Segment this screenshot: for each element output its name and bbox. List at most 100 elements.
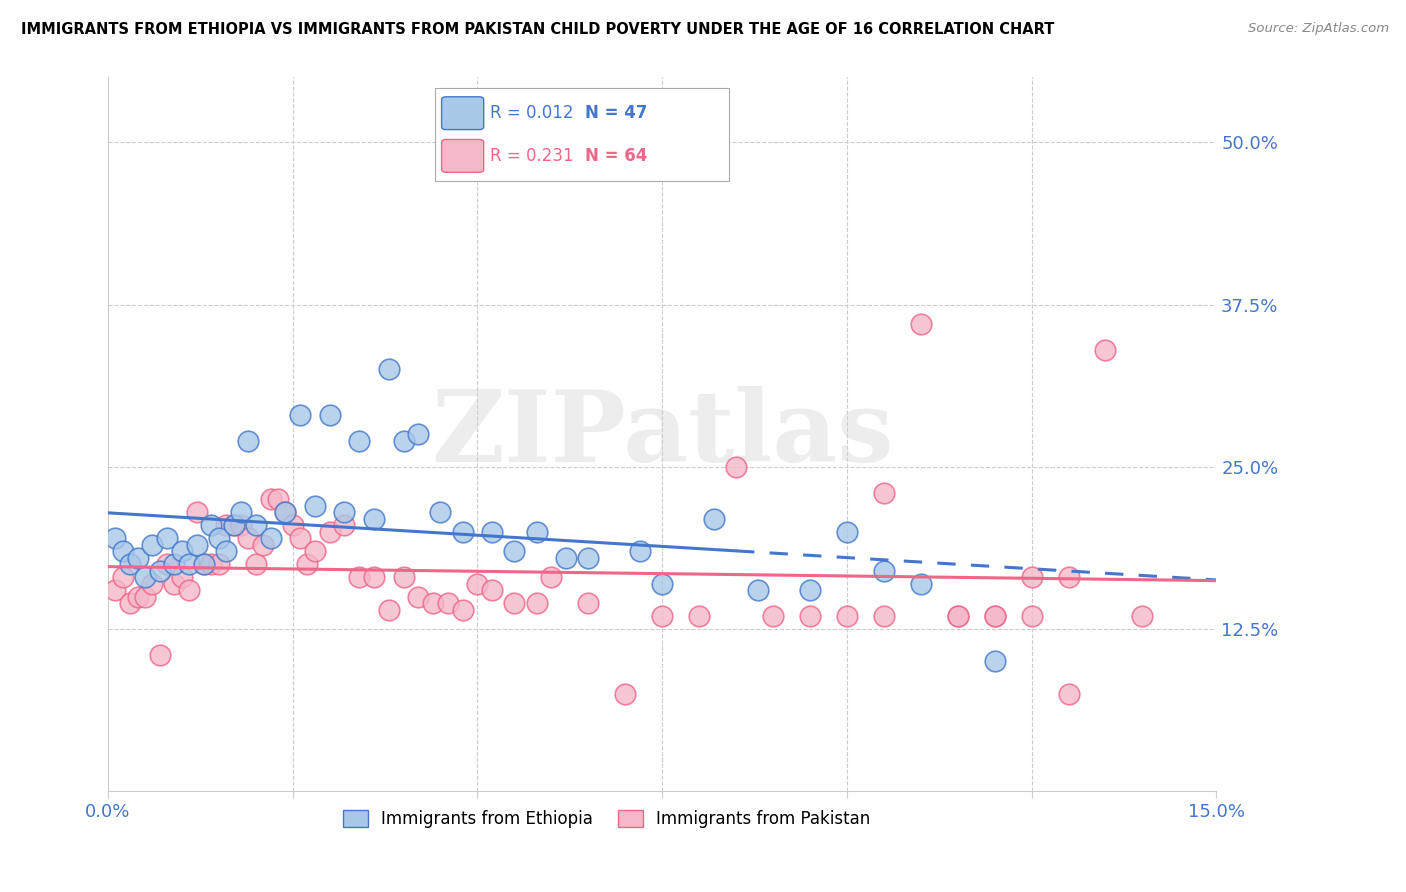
Point <box>134 570 156 584</box>
Point <box>910 576 932 591</box>
Point <box>120 557 142 571</box>
Point <box>281 518 304 533</box>
Point <box>318 524 340 539</box>
Text: ZIPatlas: ZIPatlas <box>430 386 893 483</box>
Point <box>703 512 725 526</box>
Point <box>193 557 215 571</box>
Point <box>1094 343 1116 357</box>
Point <box>208 531 231 545</box>
Text: N = 47: N = 47 <box>585 104 647 122</box>
Point <box>304 544 326 558</box>
Point <box>762 609 785 624</box>
Point <box>651 609 673 624</box>
Point <box>1057 687 1080 701</box>
Point <box>149 564 172 578</box>
Point <box>724 459 747 474</box>
Point <box>252 538 274 552</box>
FancyBboxPatch shape <box>434 88 728 181</box>
Point <box>111 570 134 584</box>
Point <box>835 524 858 539</box>
Point <box>429 505 451 519</box>
Point <box>208 557 231 571</box>
Point <box>799 609 821 624</box>
FancyBboxPatch shape <box>441 97 484 129</box>
Point <box>422 596 444 610</box>
Point <box>304 499 326 513</box>
Point <box>747 583 769 598</box>
Point <box>983 609 1005 624</box>
Point <box>156 557 179 571</box>
Point <box>1021 570 1043 584</box>
Text: R = 0.231: R = 0.231 <box>491 147 574 165</box>
Point <box>408 427 430 442</box>
Point <box>127 590 149 604</box>
Point <box>245 518 267 533</box>
Point <box>318 408 340 422</box>
Point <box>526 524 548 539</box>
Point <box>163 576 186 591</box>
Point <box>200 557 222 571</box>
Point <box>141 576 163 591</box>
Point <box>111 544 134 558</box>
Point <box>288 408 311 422</box>
Point <box>392 570 415 584</box>
Point <box>259 492 281 507</box>
Point <box>229 505 252 519</box>
Text: IMMIGRANTS FROM ETHIOPIA VS IMMIGRANTS FROM PAKISTAN CHILD POVERTY UNDER THE AGE: IMMIGRANTS FROM ETHIOPIA VS IMMIGRANTS F… <box>21 22 1054 37</box>
Text: R = 0.012: R = 0.012 <box>491 104 574 122</box>
Point <box>481 583 503 598</box>
Point <box>245 557 267 571</box>
Point <box>193 557 215 571</box>
Point <box>467 576 489 591</box>
Point <box>451 524 474 539</box>
Point <box>200 518 222 533</box>
Point <box>215 544 238 558</box>
Point <box>481 524 503 539</box>
Point <box>238 531 260 545</box>
Point <box>333 505 356 519</box>
Point <box>392 434 415 448</box>
Point <box>141 538 163 552</box>
Point <box>873 564 896 578</box>
Text: N = 64: N = 64 <box>585 147 647 165</box>
Point <box>451 602 474 616</box>
Point <box>229 518 252 533</box>
Point <box>333 518 356 533</box>
Point <box>134 590 156 604</box>
Point <box>347 570 370 584</box>
Point <box>149 648 172 662</box>
Point <box>910 317 932 331</box>
Point <box>179 583 201 598</box>
Point <box>297 557 319 571</box>
Point <box>104 583 127 598</box>
Point <box>363 512 385 526</box>
Point <box>363 570 385 584</box>
Point <box>156 531 179 545</box>
Point <box>377 602 399 616</box>
Point <box>120 596 142 610</box>
Point <box>259 531 281 545</box>
Point <box>437 596 460 610</box>
Point <box>179 557 201 571</box>
Point <box>576 596 599 610</box>
Point <box>503 544 526 558</box>
Point <box>1057 570 1080 584</box>
Point <box>127 550 149 565</box>
Point <box>946 609 969 624</box>
Point <box>288 531 311 545</box>
Point <box>104 531 127 545</box>
Point <box>170 570 193 584</box>
Point <box>946 609 969 624</box>
Point <box>267 492 290 507</box>
Point <box>377 362 399 376</box>
Point <box>186 505 208 519</box>
Point <box>628 544 651 558</box>
Point <box>163 557 186 571</box>
Point <box>688 609 710 624</box>
Legend: Immigrants from Ethiopia, Immigrants from Pakistan: Immigrants from Ethiopia, Immigrants fro… <box>336 803 877 834</box>
FancyBboxPatch shape <box>441 139 484 172</box>
Point <box>555 550 578 565</box>
Point <box>186 538 208 552</box>
Point <box>503 596 526 610</box>
Point <box>983 655 1005 669</box>
